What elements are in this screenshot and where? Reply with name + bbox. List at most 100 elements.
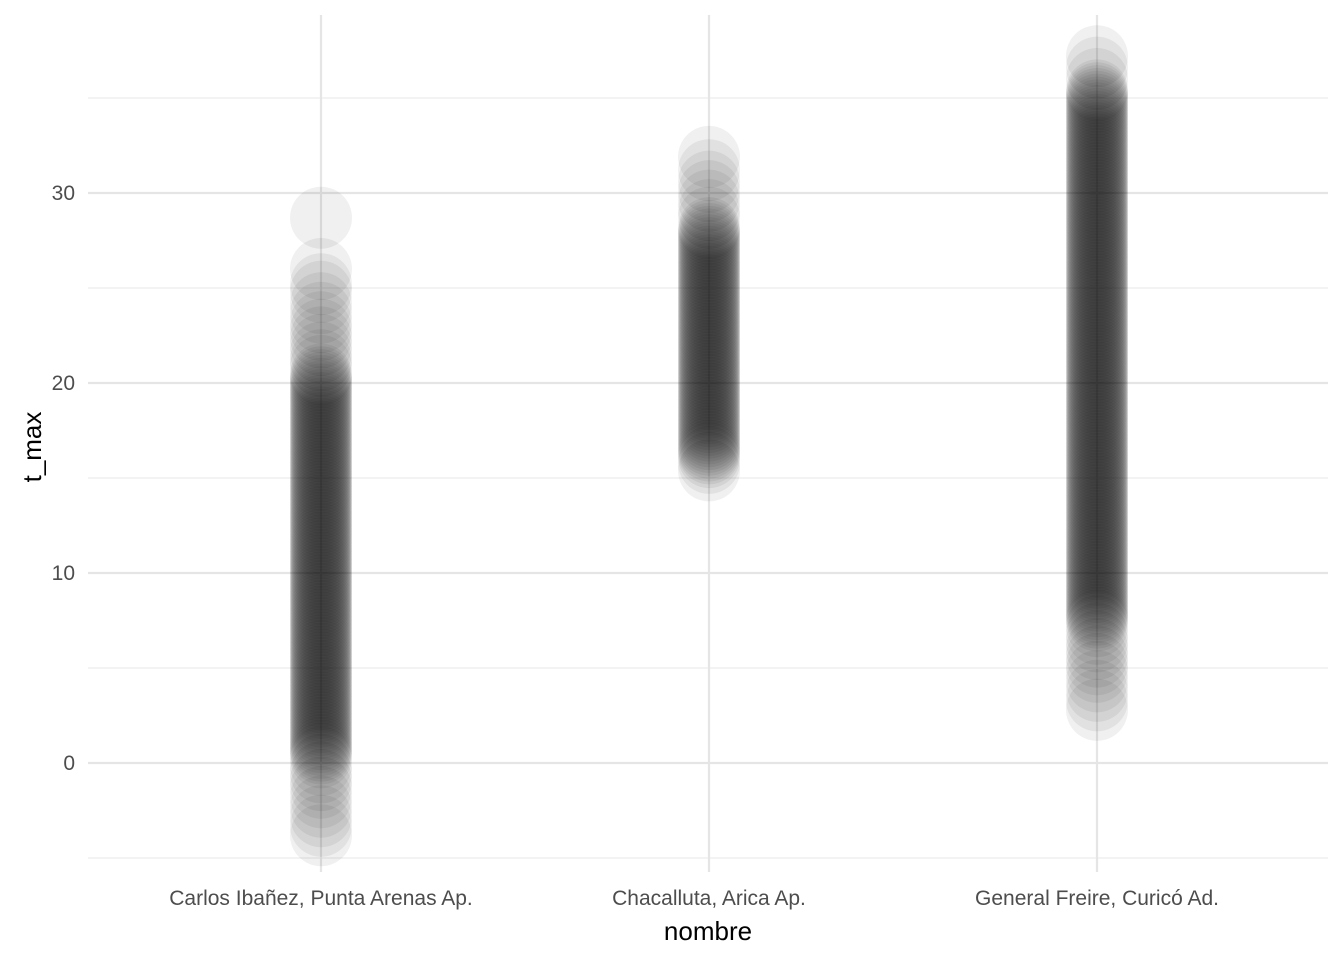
- data-point: [1066, 610, 1128, 673]
- data-point: [1066, 293, 1128, 356]
- data-point: [678, 390, 740, 453]
- data-point: [678, 359, 740, 422]
- data-point: [290, 505, 352, 568]
- data-point: [1066, 258, 1128, 321]
- data-point: [1066, 464, 1128, 527]
- data-point: [678, 139, 740, 202]
- data-point: [290, 471, 352, 534]
- data-point: [1066, 538, 1128, 601]
- data-point: [290, 477, 352, 540]
- data-point: [290, 514, 352, 577]
- data-point: [1066, 543, 1128, 606]
- data-point: [1066, 230, 1128, 293]
- data-point: [1066, 304, 1128, 367]
- data-point: [1066, 669, 1128, 732]
- data-point: [1066, 227, 1128, 290]
- data-point: [1066, 236, 1128, 299]
- data-point: [1066, 424, 1128, 487]
- data-point: [678, 336, 740, 399]
- data-point: [290, 775, 352, 838]
- data-point: [1066, 489, 1128, 552]
- data-point: [290, 414, 352, 477]
- data-point: [290, 804, 352, 867]
- data-point: [290, 591, 352, 654]
- data-point: [1066, 273, 1128, 336]
- data-point: [1066, 201, 1128, 264]
- data-point: [1066, 190, 1128, 253]
- data-point: [1066, 427, 1128, 490]
- data-point: [290, 540, 352, 603]
- data-point: [290, 428, 352, 491]
- data-point: [290, 713, 352, 776]
- data-point: [290, 260, 352, 323]
- data-point: [1066, 412, 1128, 475]
- data-point: [678, 431, 740, 494]
- data-point: [678, 262, 740, 325]
- data-point: [678, 356, 740, 419]
- x-tick-label: Carlos Ibañez, Punta Arenas Ap.: [169, 887, 473, 910]
- data-point: [290, 639, 352, 702]
- data-point: [1066, 449, 1128, 512]
- data-point: [678, 419, 740, 482]
- data-point: [678, 376, 740, 439]
- data-point: [1066, 469, 1128, 532]
- data-point: [290, 711, 352, 774]
- data-point: [290, 391, 352, 454]
- y-tick-label: 20: [52, 372, 75, 395]
- data-point: [678, 268, 740, 331]
- data-point: [290, 334, 352, 397]
- data-point: [1066, 313, 1128, 376]
- data-point: [290, 708, 352, 771]
- data-point: [1066, 515, 1128, 578]
- data-point: [290, 369, 352, 432]
- data-point: [678, 371, 740, 433]
- data-point: [678, 125, 740, 188]
- data-point: [290, 377, 352, 440]
- data-point: [678, 311, 740, 374]
- data-point: [290, 719, 352, 782]
- data-point: [678, 237, 740, 300]
- data-point: [1066, 572, 1128, 635]
- data-point: [1066, 481, 1128, 544]
- data-point: [290, 352, 352, 414]
- data-point: [290, 360, 352, 423]
- data-point: [1066, 36, 1128, 99]
- data-point: [1066, 93, 1128, 156]
- data-point: [678, 348, 740, 411]
- data-point: [1066, 378, 1128, 441]
- data-point: [1066, 73, 1128, 136]
- data-point: [290, 582, 352, 645]
- data-point: [1066, 633, 1128, 696]
- data-point: [1066, 364, 1128, 427]
- data-point: [1066, 199, 1128, 262]
- data-point: [678, 219, 740, 282]
- data-point: [1066, 82, 1128, 145]
- data-point: [1066, 207, 1128, 270]
- data-point: [1066, 532, 1128, 595]
- data-point: [678, 285, 740, 348]
- data-point: [290, 400, 352, 463]
- data-point: [1066, 429, 1128, 492]
- data-point: [1066, 79, 1128, 142]
- y-tick-label: 10: [52, 562, 75, 585]
- data-point: [678, 385, 740, 448]
- data-point: [1066, 352, 1128, 415]
- data-point: [678, 305, 740, 368]
- data-point: [1066, 324, 1128, 387]
- data-point: [678, 254, 740, 317]
- data-point: [1066, 438, 1128, 501]
- data-point: [290, 349, 352, 412]
- data-point: [290, 497, 352, 560]
- data-point: [1066, 276, 1128, 338]
- data-point: [1066, 335, 1128, 398]
- data-point: [1066, 65, 1128, 128]
- data-point: [290, 560, 352, 623]
- data-point: [1066, 105, 1128, 167]
- data-point: [1066, 492, 1128, 555]
- data-point: [290, 420, 352, 483]
- data-point: [678, 231, 740, 294]
- data-point: [678, 319, 740, 382]
- data-point: [1066, 298, 1128, 361]
- data-point: [678, 169, 740, 232]
- data-point: [678, 257, 740, 319]
